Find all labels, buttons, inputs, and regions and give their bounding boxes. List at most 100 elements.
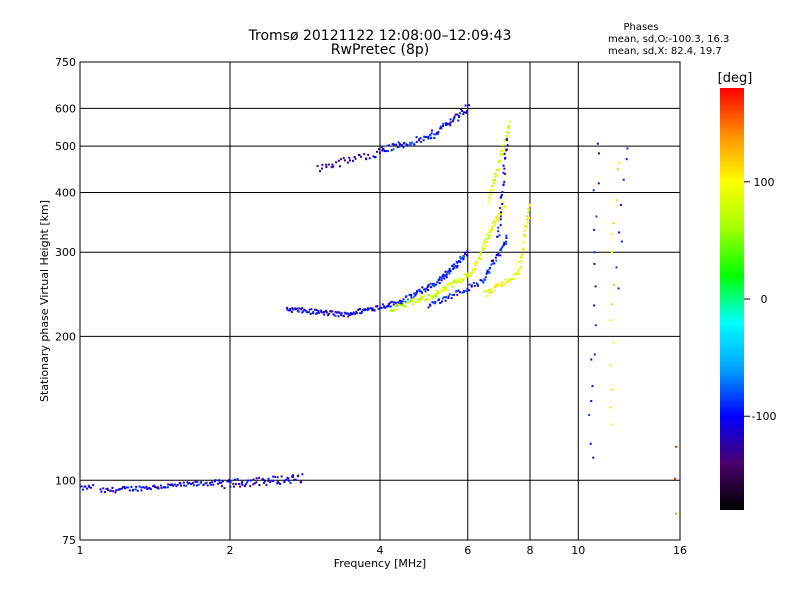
data-point (262, 478, 265, 481)
data-point (300, 480, 303, 483)
data-point (448, 122, 451, 125)
data-point (456, 264, 459, 267)
data-point (500, 205, 503, 208)
data-point (620, 240, 623, 243)
data-point (461, 291, 464, 294)
data-point (269, 481, 272, 484)
data-point (465, 290, 468, 293)
data-point (502, 282, 505, 285)
data-point (490, 193, 493, 196)
data-point (495, 259, 498, 262)
data-point (472, 270, 475, 273)
data-point (381, 146, 384, 149)
data-point (497, 253, 500, 256)
data-point (104, 491, 107, 494)
data-point (388, 144, 391, 147)
data-point (441, 286, 444, 289)
data-point (507, 126, 510, 129)
data-point (429, 295, 432, 298)
data-point (490, 288, 493, 291)
data-point (88, 486, 91, 489)
data-point (495, 173, 498, 176)
data-point (265, 483, 268, 486)
data-point (409, 300, 412, 303)
data-point (435, 283, 438, 286)
data-point (348, 313, 351, 316)
data-point (456, 290, 459, 293)
data-point (488, 292, 491, 295)
data-point (452, 120, 455, 123)
data-point (173, 483, 176, 486)
data-point (447, 122, 450, 125)
data-point (433, 133, 436, 136)
data-point (418, 139, 421, 142)
data-point (194, 480, 197, 483)
data-point (355, 310, 358, 313)
data-point (465, 110, 468, 113)
data-point (450, 297, 453, 300)
data-point (447, 284, 450, 287)
data-point (179, 484, 182, 487)
data-point (147, 487, 150, 490)
data-point (258, 484, 261, 487)
data-point (316, 312, 319, 315)
data-point (310, 308, 313, 311)
data-point (593, 304, 596, 307)
data-point (494, 256, 497, 259)
data-point (457, 289, 460, 292)
data-point (610, 232, 613, 235)
data-point (369, 307, 372, 310)
data-point (421, 296, 424, 299)
data-point (492, 289, 495, 292)
data-point (498, 216, 501, 219)
data-point (491, 188, 494, 191)
data-point (675, 445, 678, 448)
data-point (522, 233, 525, 236)
data-point (398, 143, 401, 146)
colorbar-tick-label: 0 (761, 293, 768, 306)
data-point (460, 280, 463, 283)
data-point (463, 273, 466, 276)
data-point (444, 299, 447, 302)
data-point (481, 248, 484, 251)
data-point (523, 229, 526, 232)
data-point (435, 293, 438, 296)
data-point (468, 283, 471, 286)
data-point (497, 226, 500, 229)
data-point (352, 311, 355, 314)
colorbar-label: [deg] (718, 71, 753, 86)
data-point (410, 294, 413, 297)
data-point (444, 270, 447, 273)
data-point (500, 249, 503, 252)
data-point (493, 262, 496, 265)
data-point (501, 191, 504, 194)
data-point (503, 241, 506, 244)
data-point (454, 113, 457, 116)
data-point (504, 140, 507, 143)
data-point (445, 287, 448, 290)
data-point (500, 213, 503, 216)
data-point (347, 312, 350, 315)
data-point (383, 305, 386, 308)
data-point (330, 166, 333, 169)
data-point (431, 284, 434, 287)
data-point (508, 124, 511, 127)
data-point (524, 225, 527, 228)
data-point (404, 300, 407, 303)
data-point (354, 312, 357, 315)
data-point (483, 240, 486, 243)
data-point (500, 207, 503, 210)
data-point (498, 234, 501, 237)
data-point (506, 281, 509, 284)
data-point (179, 482, 182, 485)
data-point (384, 306, 387, 309)
data-point (135, 485, 138, 488)
data-point (244, 483, 247, 486)
data-point (332, 313, 335, 316)
data-point (517, 268, 520, 271)
data-point (192, 484, 195, 487)
data-point (348, 159, 351, 162)
data-point (437, 130, 440, 133)
data-point (445, 123, 448, 126)
